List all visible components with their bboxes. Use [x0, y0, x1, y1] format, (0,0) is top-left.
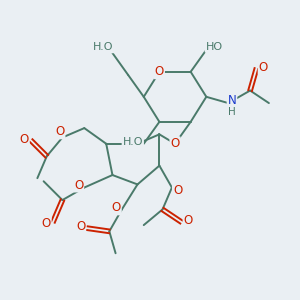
- Text: O: O: [173, 184, 182, 196]
- Text: N: N: [228, 94, 236, 107]
- Text: O: O: [170, 137, 180, 150]
- Text: O: O: [184, 214, 193, 227]
- Text: O: O: [20, 133, 29, 146]
- Text: H.O: H.O: [93, 42, 113, 52]
- Text: O: O: [41, 217, 51, 230]
- Text: O: O: [133, 137, 142, 150]
- Text: H.O: H.O: [122, 137, 143, 147]
- Text: O: O: [76, 220, 85, 233]
- Text: H: H: [228, 107, 236, 117]
- Text: HO: HO: [206, 42, 223, 52]
- Text: O: O: [74, 178, 83, 191]
- Text: O: O: [112, 201, 121, 214]
- Text: O: O: [155, 65, 164, 78]
- Text: O: O: [55, 125, 64, 138]
- Text: O: O: [259, 61, 268, 74]
